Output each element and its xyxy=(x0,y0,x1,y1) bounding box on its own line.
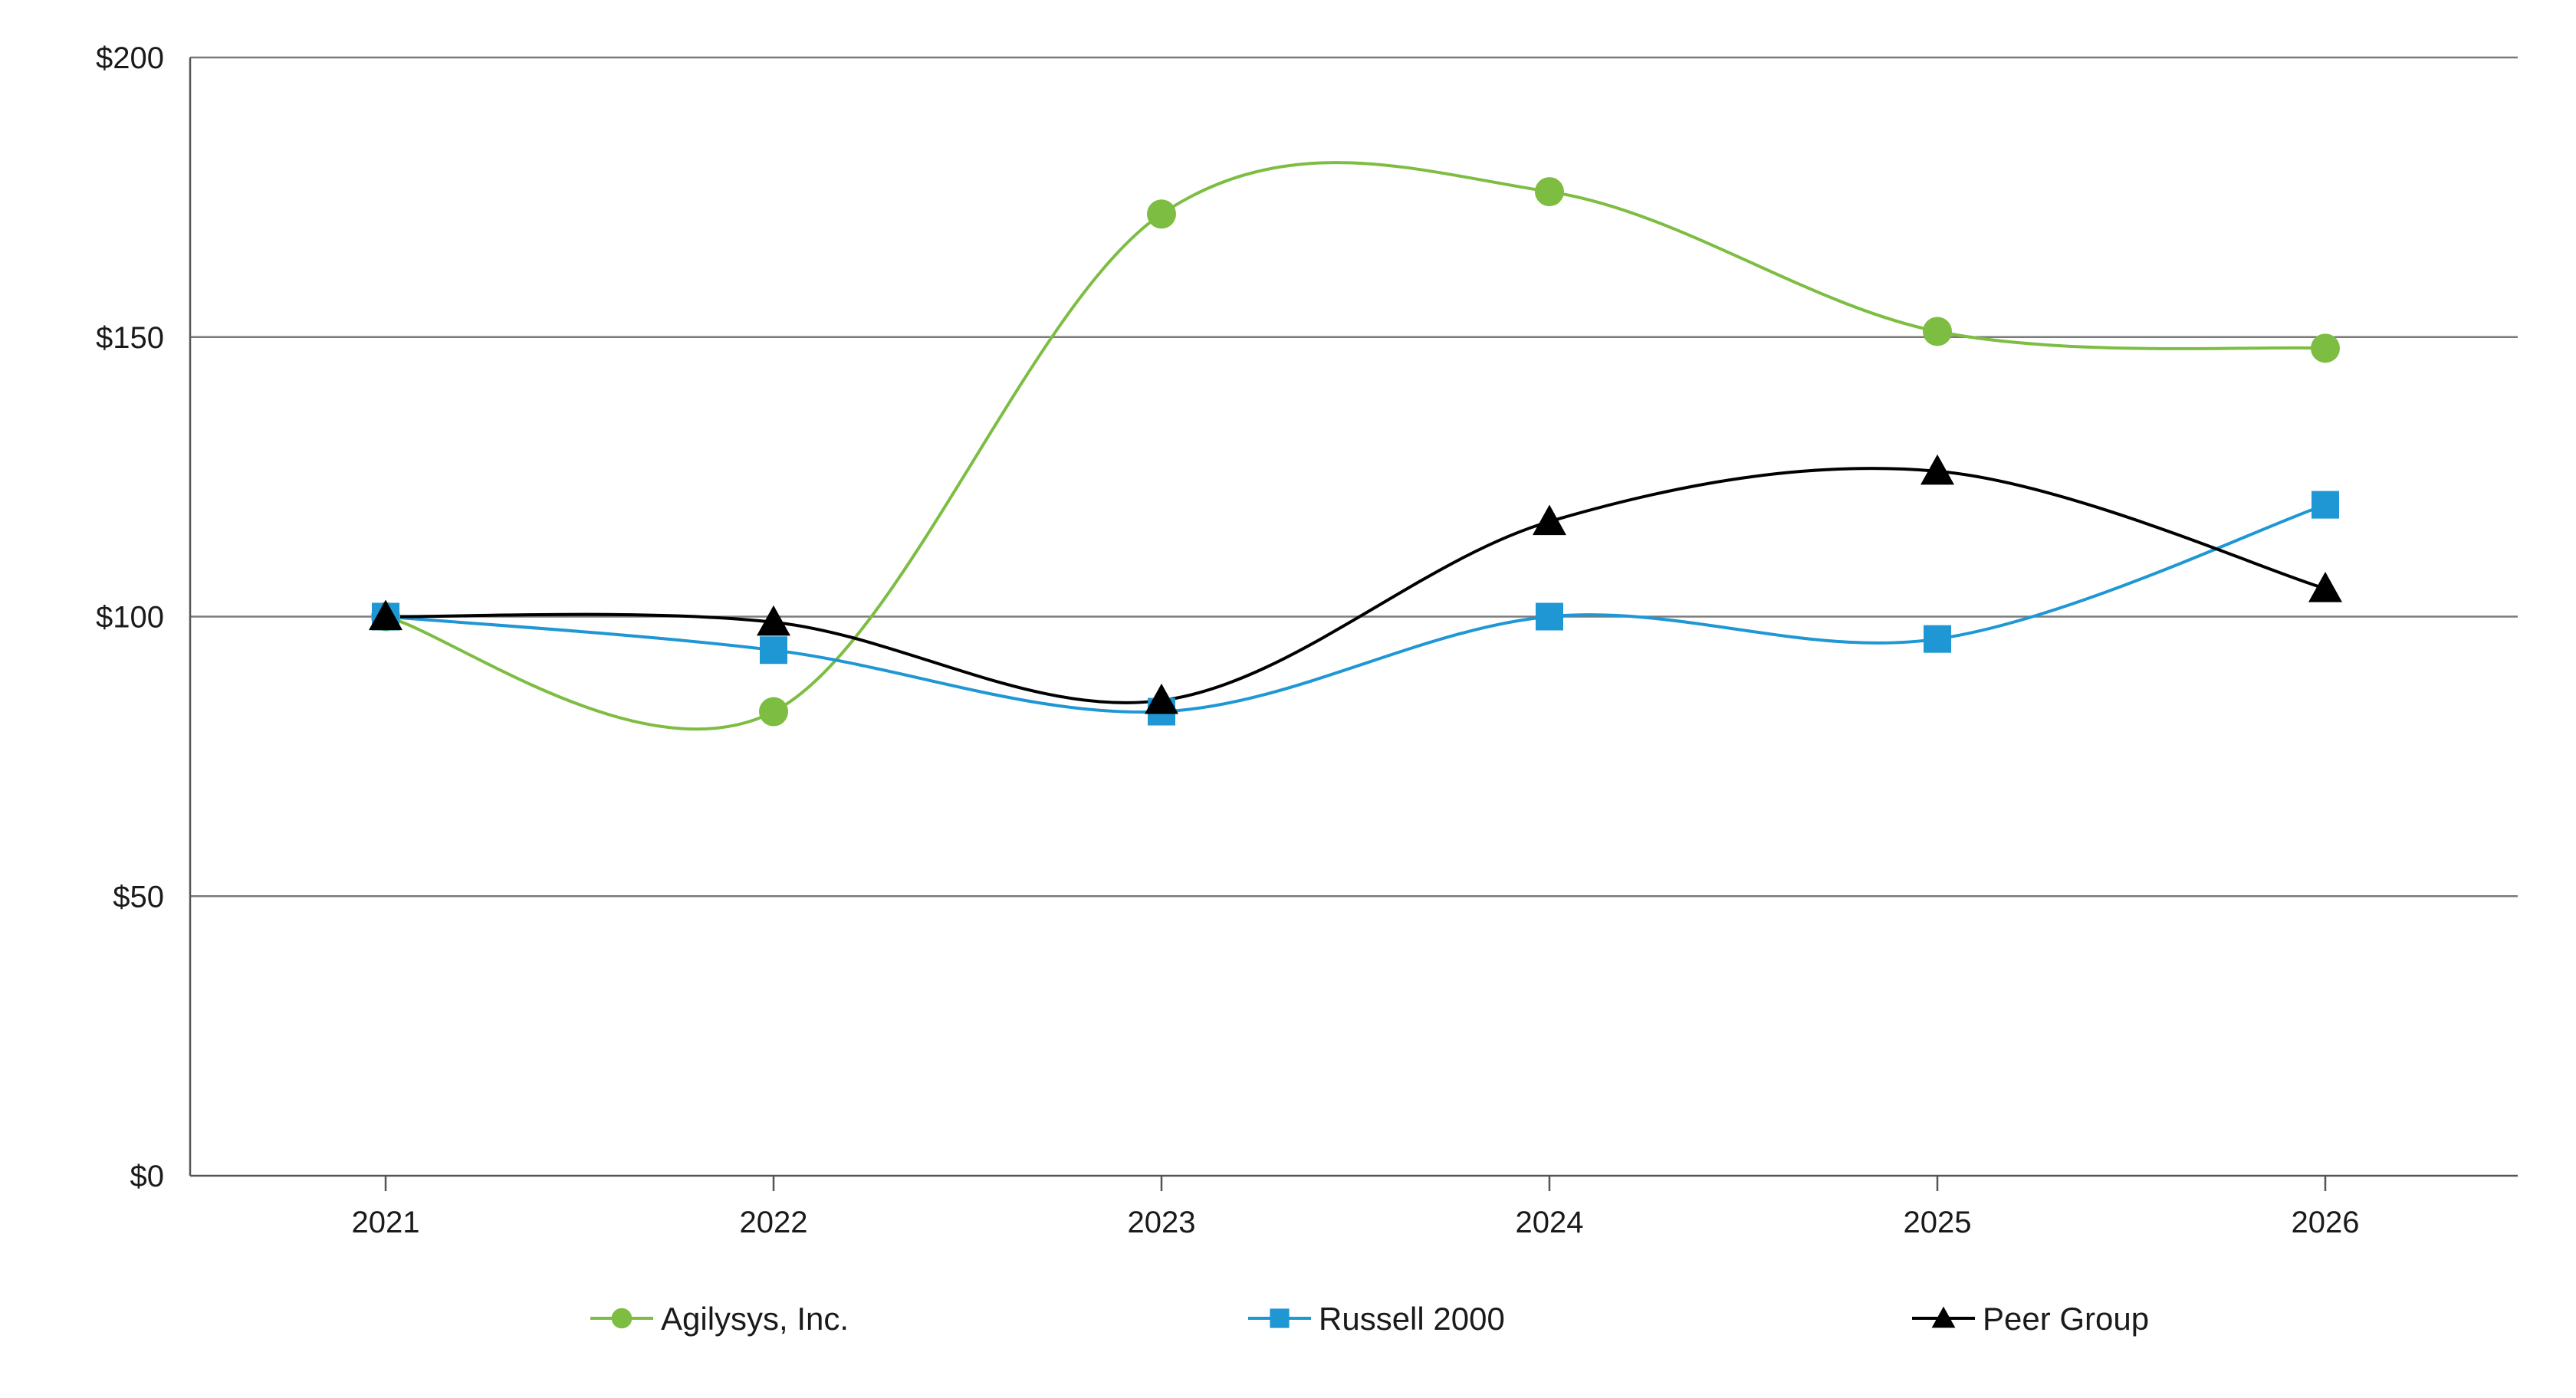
data-point-agilysys-inc xyxy=(1535,177,1564,207)
data-point-peer-group xyxy=(1921,454,1954,485)
axes: $0 $50 $100 $150 $200 2021 2022 2023 2024 2025 202… xyxy=(96,41,2518,1239)
data-point-agilysys-inc xyxy=(1923,317,1952,346)
legend: Agilysys, Inc. Russell 2000 Peer Group xyxy=(590,1301,2149,1337)
data-point-agilysys-inc xyxy=(1147,199,1176,229)
x-tick-label: 2025 xyxy=(1904,1206,1972,1239)
y-tick-label: $50 xyxy=(113,880,164,914)
legend-swatch-marker xyxy=(1270,1308,1290,1328)
legend-swatch-marker xyxy=(611,1308,632,1329)
x-tick-label: 2023 xyxy=(1128,1206,1196,1239)
x-tick-label: 2026 xyxy=(2292,1206,2360,1239)
x-tick-label: 2021 xyxy=(352,1206,420,1239)
data-point-peer-group xyxy=(757,605,790,636)
y-tick-label: $150 xyxy=(96,321,164,355)
legend-swatch-marker xyxy=(1931,1306,1956,1328)
data-point-peer-group xyxy=(1145,683,1178,714)
data-point-russell-2000 xyxy=(2312,491,2339,519)
series-line-peer-group xyxy=(385,467,2326,704)
legend-item-peer-group: Peer Group xyxy=(1912,1301,2149,1337)
data-point-russell-2000 xyxy=(760,636,787,665)
legend-label: Agilysys, Inc. xyxy=(661,1301,849,1337)
series-lines xyxy=(385,161,2326,731)
x-tick-label: 2024 xyxy=(1516,1206,1584,1239)
series-line-agilysys-inc xyxy=(385,161,2326,731)
y-tick-label: $100 xyxy=(96,601,164,635)
y-tick-label: $0 xyxy=(130,1160,165,1193)
legend-label: Russell 2000 xyxy=(1319,1301,1505,1337)
legend-item-russell-2000: Russell 2000 xyxy=(1248,1301,1505,1337)
series-line-russell-2000 xyxy=(385,503,2326,714)
gridlines xyxy=(190,56,2518,898)
legend-item-agilysys-inc: Agilysys, Inc. xyxy=(590,1301,849,1337)
data-point-agilysys-inc xyxy=(759,697,788,727)
legend-label: Peer Group xyxy=(1983,1301,2149,1337)
data-point-peer-group xyxy=(2308,572,2342,602)
data-point-peer-group xyxy=(369,599,402,631)
y-tick-label: $200 xyxy=(96,41,164,75)
data-point-russell-2000 xyxy=(1924,625,1951,653)
data-point-agilysys-inc xyxy=(2311,333,2340,363)
x-tick-label: 2022 xyxy=(740,1206,808,1239)
series-markers xyxy=(369,177,2342,727)
data-point-russell-2000 xyxy=(1536,602,1563,631)
data-point-peer-group xyxy=(1533,504,1566,536)
